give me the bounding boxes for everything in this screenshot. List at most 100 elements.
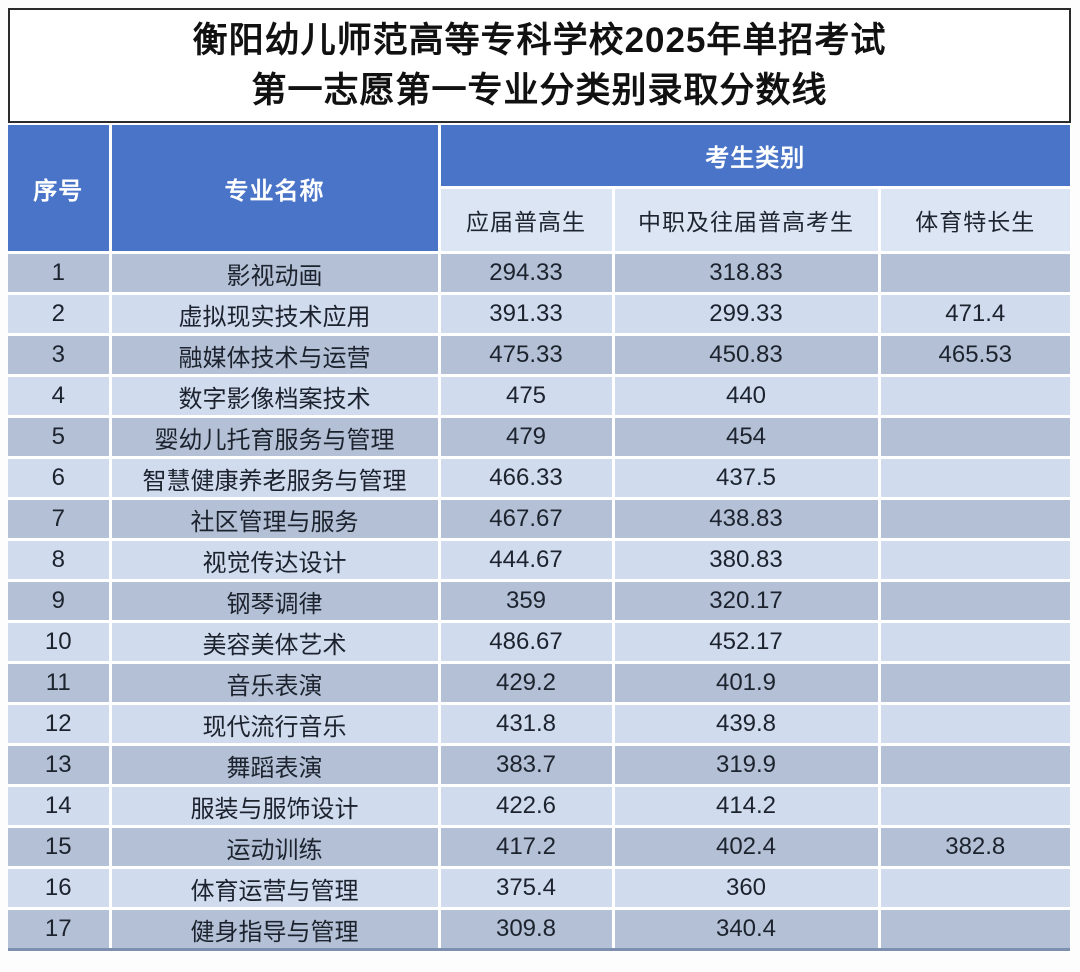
row-index: 13: [8, 744, 112, 787]
score-vocational-previous: 401.9: [613, 662, 881, 705]
score-fresh-regular: 431.8: [439, 703, 615, 746]
table-row: 14 服装与服饰设计 422.6 414.2: [8, 785, 1071, 828]
table-header: 序号 专业名称 考生类别 应届普高生 中职及往届普高考生 体育特长生: [8, 125, 1071, 254]
row-index: 15: [8, 826, 112, 869]
score-vocational-previous: 439.8: [613, 703, 881, 746]
score-sports-talent: [879, 785, 1071, 828]
score-sports-talent: [879, 908, 1071, 951]
row-index: 8: [8, 539, 112, 582]
score-vocational-previous: 452.17: [613, 621, 881, 664]
score-vocational-previous: 318.83: [613, 252, 881, 295]
table-row: 6 智慧健康养老服务与管理 466.33 437.5: [8, 457, 1071, 500]
major-name: 智慧健康养老服务与管理: [110, 457, 441, 500]
table-row: 15 运动训练 417.2 402.4 382.8: [8, 826, 1071, 869]
score-fresh-regular: 475.33: [439, 334, 615, 377]
table-row: 12 现代流行音乐 431.8 439.8: [8, 703, 1071, 746]
score-vocational-previous: 299.33: [613, 293, 881, 336]
row-index: 2: [8, 293, 112, 336]
admission-score-table: 序号 专业名称 考生类别 应届普高生 中职及往届普高考生 体育特长生 1 影视动画…: [8, 125, 1071, 951]
major-name: 体育运营与管理: [110, 867, 441, 910]
score-vocational-previous: 454: [613, 416, 881, 459]
header-category-sports-talent: 体育特长生: [879, 187, 1071, 254]
table-row: 9 钢琴调律 359 320.17: [8, 580, 1071, 623]
major-name: 运动训练: [110, 826, 441, 869]
major-name: 健身指导与管理: [110, 908, 441, 951]
row-index: 14: [8, 785, 112, 828]
table-row: 7 社区管理与服务 467.67 438.83: [8, 498, 1071, 541]
score-fresh-regular: 475: [439, 375, 615, 418]
score-fresh-regular: 359: [439, 580, 615, 623]
major-name: 融媒体技术与运营: [110, 334, 441, 377]
row-index: 3: [8, 334, 112, 377]
major-name: 音乐表演: [110, 662, 441, 705]
table-body: 1 影视动画 294.33 318.83 2 虚拟现实技术应用 391.33 299.33 47…: [8, 252, 1071, 951]
score-sports-talent: [879, 744, 1071, 787]
score-fresh-regular: 309.8: [439, 908, 615, 951]
score-fresh-regular: 391.33: [439, 293, 615, 336]
major-name: 影视动画: [110, 252, 441, 295]
header-category-fresh-regular: 应届普高生: [439, 187, 615, 254]
major-name: 视觉传达设计: [110, 539, 441, 582]
header-candidate-category-group: 考生类别: [439, 125, 1071, 189]
score-sports-talent: [879, 457, 1071, 500]
score-sports-talent: [879, 662, 1071, 705]
row-index: 17: [8, 908, 112, 951]
score-vocational-previous: 340.4: [613, 908, 881, 951]
header-index: 序号: [8, 125, 112, 254]
score-vocational-previous: 414.2: [613, 785, 881, 828]
table-row: 1 影视动画 294.33 318.83: [8, 252, 1071, 295]
row-index: 6: [8, 457, 112, 500]
major-name: 舞蹈表演: [110, 744, 441, 787]
major-name: 虚拟现实技术应用: [110, 293, 441, 336]
page-title-line1: 衡阳幼儿师范高等专科学校2025年单招考试: [192, 20, 887, 60]
row-index: 9: [8, 580, 112, 623]
score-fresh-regular: 422.6: [439, 785, 615, 828]
score-vocational-previous: 360: [613, 867, 881, 910]
major-name: 社区管理与服务: [110, 498, 441, 541]
score-fresh-regular: 375.4: [439, 867, 615, 910]
table-row: 10 美容美体艺术 486.67 452.17: [8, 621, 1071, 664]
major-name: 现代流行音乐: [110, 703, 441, 746]
score-vocational-previous: 402.4: [613, 826, 881, 869]
table-row: 11 音乐表演 429.2 401.9: [8, 662, 1071, 705]
major-name: 钢琴调律: [110, 580, 441, 623]
score-sports-talent: [879, 621, 1071, 664]
table-row: 8 视觉传达设计 444.67 380.83: [8, 539, 1071, 582]
score-vocational-previous: 450.83: [613, 334, 881, 377]
score-sports-talent: 382.8: [879, 826, 1071, 869]
score-sports-talent: [879, 703, 1071, 746]
score-fresh-regular: 294.33: [439, 252, 615, 295]
score-sports-talent: [879, 867, 1071, 910]
score-sports-talent: [879, 416, 1071, 459]
score-vocational-previous: 440: [613, 375, 881, 418]
score-fresh-regular: 429.2: [439, 662, 615, 705]
score-fresh-regular: 486.67: [439, 621, 615, 664]
score-vocational-previous: 380.83: [613, 539, 881, 582]
row-index: 4: [8, 375, 112, 418]
score-sports-talent: [879, 539, 1071, 582]
table-row: 5 婴幼儿托育服务与管理 479 454: [8, 416, 1071, 459]
header-row-categories: 应届普高生 中职及往届普高考生 体育特长生: [8, 187, 1071, 254]
row-index: 1: [8, 252, 112, 295]
score-fresh-regular: 466.33: [439, 457, 615, 500]
score-vocational-previous: 438.83: [613, 498, 881, 541]
score-sports-talent: [879, 252, 1071, 295]
major-name: 美容美体艺术: [110, 621, 441, 664]
table-row: 4 数字影像档案技术 475 440: [8, 375, 1071, 418]
header-row-group: 序号 专业名称 考生类别: [8, 125, 1071, 254]
title-box: 衡阳幼儿师范高等专科学校2025年单招考试 第一志愿第一专业分类别录取分数线: [8, 8, 1071, 123]
table-row: 16 体育运营与管理 375.4 360: [8, 867, 1071, 910]
row-index: 7: [8, 498, 112, 541]
page-title-line2: 第一志愿第一专业分类别录取分数线: [251, 70, 828, 110]
score-fresh-regular: 383.7: [439, 744, 615, 787]
row-index: 5: [8, 416, 112, 459]
score-vocational-previous: 320.17: [613, 580, 881, 623]
score-sports-talent: [879, 498, 1071, 541]
header-major-name: 专业名称: [110, 125, 441, 254]
score-sports-talent: [879, 375, 1071, 418]
score-sports-talent: 465.53: [879, 334, 1071, 377]
score-fresh-regular: 417.2: [439, 826, 615, 869]
score-vocational-previous: 319.9: [613, 744, 881, 787]
row-index: 12: [8, 703, 112, 746]
